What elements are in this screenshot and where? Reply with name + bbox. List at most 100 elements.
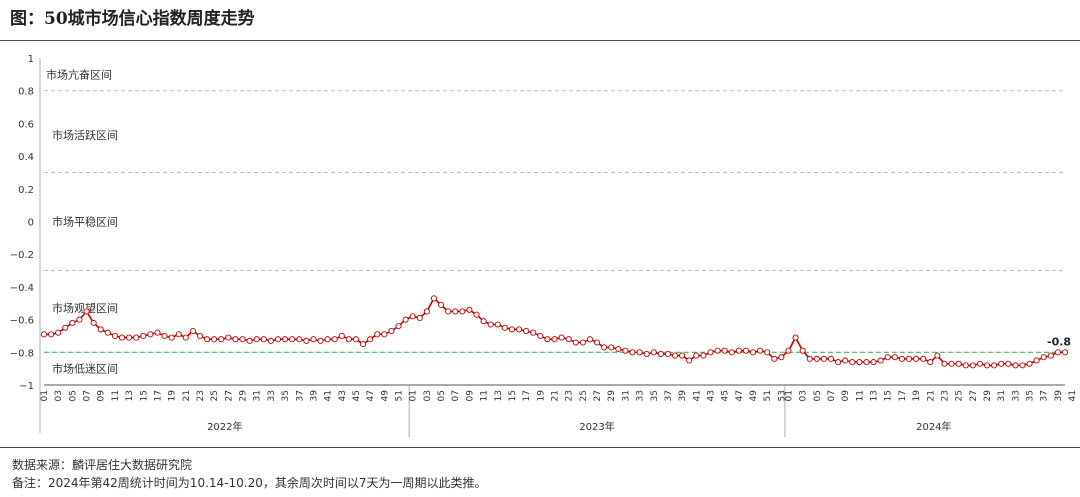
x-tick-label: 15 (139, 390, 149, 401)
data-point (813, 355, 820, 362)
data-point (558, 334, 565, 341)
zone-label: 市场观望区间 (52, 301, 118, 315)
x-tick-label: 07 (83, 390, 93, 401)
data-point (487, 321, 494, 328)
data-point (742, 347, 749, 354)
data-point (948, 360, 955, 367)
x-tick-label: 53 (777, 390, 787, 401)
y-tick-label: −0.6 (10, 316, 34, 327)
x-tick-label: 07 (451, 390, 461, 401)
data-point (310, 336, 317, 343)
zone-label: 市场亢奋区间 (46, 67, 112, 81)
top-rule (0, 40, 1080, 41)
data-point (976, 360, 983, 367)
data-point (232, 336, 239, 343)
x-tick-label: 33 (1011, 390, 1021, 401)
data-point (40, 331, 48, 338)
data-point (388, 327, 395, 335)
data-point (1061, 349, 1069, 356)
x-tick-label: 09 (841, 390, 851, 402)
line-chart: 1 0.8 0.6 0.4 0.2 0 −0.2 −0.4 −0.6 −0.8 −1 市场亢奋区间市场… (10, 54, 1078, 437)
x-tick-label: 29 (239, 390, 249, 402)
x-tick-label: 01 (784, 390, 794, 401)
data-point (799, 347, 806, 354)
data-point (438, 301, 445, 308)
data-point (48, 331, 55, 338)
x-tick-label: 11 (111, 390, 121, 401)
y-tick-label: −0.8 (10, 348, 34, 359)
data-point (289, 336, 296, 343)
x-tick-label: 27 (593, 390, 603, 401)
x-tick-label: 03 (54, 390, 64, 401)
x-tick-label: 31 (997, 390, 1007, 401)
data-point (608, 344, 615, 351)
data-point (253, 336, 260, 343)
x-tick-label: 21 (926, 390, 936, 401)
data-point (764, 349, 771, 356)
data-point (282, 336, 289, 343)
x-tick-label: 41 (324, 390, 334, 401)
x-tick-label: 41 (692, 390, 702, 401)
x-tick-label: 45 (721, 390, 731, 401)
data-point (204, 336, 211, 343)
data-point (643, 350, 650, 357)
x-tick-label: 49 (749, 390, 759, 402)
data-point (416, 314, 423, 322)
data-point (721, 347, 728, 354)
data-point (884, 354, 891, 361)
series-line (44, 297, 1065, 367)
data-point (324, 336, 331, 343)
x-tick-label: 41 (1068, 390, 1078, 401)
x-tick-label: 17 (153, 390, 163, 401)
year-label: 2022年 (207, 420, 242, 433)
footnote: 备注：2024年第42周统计时间为10.14-10.20，其余周次时间以7天为一… (12, 476, 487, 490)
data-point (664, 350, 671, 357)
data-point (749, 349, 757, 356)
x-tick-label: 09 (97, 390, 107, 402)
data-point (466, 306, 473, 313)
data-point (459, 308, 466, 315)
data-point (735, 347, 742, 354)
data-point (877, 357, 884, 364)
data-point (785, 347, 792, 354)
x-tick-label: 37 (664, 390, 674, 401)
data-point (90, 319, 97, 326)
data-point (849, 359, 856, 366)
data-point (551, 336, 558, 343)
data-point (898, 355, 905, 362)
data-point (352, 336, 360, 343)
data-point (714, 347, 721, 354)
x-tick-label: 11 (855, 390, 865, 401)
y-tick-label: 0.6 (18, 119, 34, 130)
data-point (856, 359, 863, 366)
x-tick-label: 21 (182, 390, 192, 401)
data-point (118, 334, 126, 341)
data-point (778, 354, 785, 361)
end-value-label: -0.8 (1047, 335, 1071, 348)
data-point (402, 316, 409, 323)
x-tick-label: 19 (536, 390, 546, 402)
data-point (991, 362, 998, 369)
data-point (473, 311, 480, 318)
data-point (728, 349, 735, 356)
x-tick-label: 51 (395, 390, 405, 401)
zone-label: 市场低迷区间 (52, 362, 118, 376)
data-point (303, 337, 310, 344)
data-point (55, 329, 62, 336)
year-label: 2023年 (579, 420, 614, 433)
data-point (679, 352, 686, 359)
x-tick-label: 37 (1040, 390, 1050, 401)
data-point (671, 352, 679, 359)
year-label: 2024年 (916, 420, 951, 433)
data-point (998, 360, 1005, 367)
x-tick-label: 15 (508, 390, 518, 401)
data-point (1033, 357, 1040, 364)
data-point (544, 336, 551, 343)
x-tick-label: 35 (650, 390, 660, 401)
data-point (927, 359, 934, 366)
y-tick-label: 0.8 (18, 87, 34, 98)
data-point (579, 339, 586, 346)
x-tick-label: 29 (607, 390, 617, 402)
data-point (615, 345, 622, 353)
x-tick-label: 31 (621, 390, 631, 401)
